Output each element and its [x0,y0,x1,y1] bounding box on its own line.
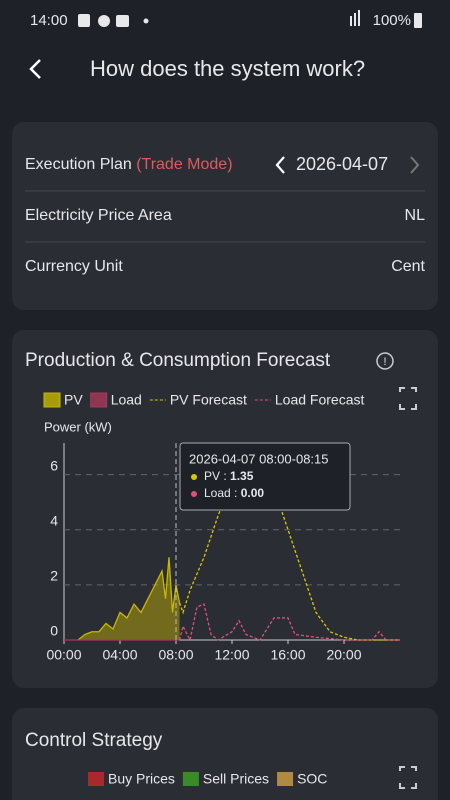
date-value[interactable]: 2026-04-07 [296,154,388,174]
tooltip-item: PV : 1.35 [204,469,254,483]
y-tick-label: 4 [50,512,58,528]
row-value: NL [405,207,426,224]
page-title: How does the system work? [90,56,365,81]
status-time: 14:00 [30,12,68,29]
status-icons [78,10,422,28]
tooltip [179,442,351,511]
x-tick-label: 00:00 [46,647,81,663]
y-tick-label: 2 [50,568,58,584]
card-title: Control Strategy [25,730,163,751]
next-date[interactable] [410,156,420,174]
legend-label: Load Forecast [275,392,365,408]
legend-label: Sell Prices [203,771,269,787]
fullscreen-button[interactable] [399,766,417,789]
series-line [77,557,181,641]
tooltip-dot [191,474,197,480]
plan-card [12,122,438,310]
row-label: Electricity Price Area [25,207,172,224]
legend-swatch [90,392,108,408]
legend-label: PV [64,392,83,408]
legend-swatch [88,772,104,786]
row-label: Currency Unit [25,258,123,275]
trade-mode: (Trade Mode) [136,156,232,173]
legend: PV Load PV Forecast Load Forecast [43,392,365,408]
legend-swatch [182,772,199,786]
y-axis-label: Power (kW) [44,419,112,434]
card-title: Production & Consumption Forecast [25,350,331,371]
x-tick-label: 12:00 [214,647,249,663]
row-label: Execution Plan [25,156,132,173]
tooltip-value: 0.00 [241,486,265,500]
legend-swatch [43,392,61,408]
legend-label: SOC [297,771,327,787]
x-tick-label: 08:00 [158,647,193,663]
back-button[interactable] [29,59,41,79]
legend-label: Buy Prices [108,771,175,787]
legend-swatch [277,772,294,786]
prev-date[interactable] [275,156,285,174]
plot: 0 2 4 6 00:00 04:00 08:00 12:00 16:00 20:00 [46,443,400,663]
x-tick-label: 04:00 [102,647,137,663]
info-icon[interactable]: ! [376,352,394,370]
legend: Buy Prices Sell Prices SOC [88,771,327,787]
svg-text:!: ! [383,356,386,368]
fullscreen-button[interactable] [399,387,417,410]
tooltip-dot [191,491,197,497]
series-line [178,603,400,642]
x-tick-label: 20:00 [326,647,361,663]
y-tick-label: 0 [50,623,58,639]
row-value[interactable]: Cent [391,258,425,275]
tooltip-title: 2026-04-07 08:00-08:15 [189,451,329,466]
y-tick-label: 6 [50,457,58,473]
tooltip-name: Load [204,486,231,500]
x-tick-label: 16:00 [270,647,305,663]
legend-label: Load [111,392,142,408]
legend-label: PV Forecast [170,392,247,408]
tooltip-name: PV [204,469,220,483]
tooltip-item: Load : 0.00 [204,486,264,500]
row-label: Execution Plan (Trade Mode) [25,156,233,173]
tooltip-value: 1.35 [230,469,254,483]
control-card [12,708,438,800]
status-battery: 100% [373,12,411,29]
series-area-fill [78,557,180,640]
